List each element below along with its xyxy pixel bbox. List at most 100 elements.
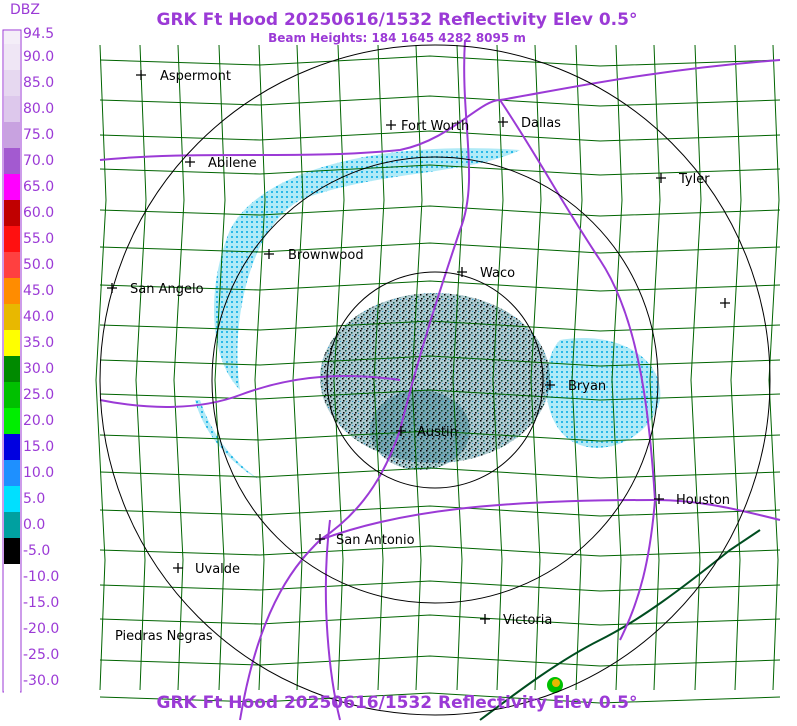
legend-label: 80.0 (23, 101, 54, 117)
county-line (99, 505, 781, 517)
county-line (99, 692, 781, 704)
legend-swatch (4, 70, 20, 96)
legend-label: 25.0 (23, 387, 54, 403)
city-label: San Antonio (336, 533, 415, 548)
legend-label: 60.0 (23, 205, 54, 221)
city-label: Austin (417, 425, 458, 440)
city-label: Abilene (208, 156, 257, 171)
county-line (452, 44, 464, 691)
city-marker (545, 380, 555, 390)
legend-swatch (4, 590, 20, 616)
county-line (99, 130, 781, 142)
legend-label: -20.0 (23, 621, 59, 637)
city-marker (498, 117, 508, 127)
city-marker (480, 614, 490, 624)
county-line (333, 44, 345, 691)
county-line (99, 614, 781, 626)
county-line (292, 44, 304, 691)
city-marker (457, 267, 467, 277)
county-line (99, 430, 781, 442)
city-marker (315, 534, 325, 544)
city-label: Houston (676, 493, 730, 508)
county-line (214, 44, 226, 691)
legend-label: 70.0 (23, 153, 54, 169)
county-line (99, 55, 781, 67)
legend-label: 50.0 (23, 257, 54, 273)
highways (99, 39, 781, 721)
legend-swatch (4, 356, 20, 382)
county-line (99, 467, 781, 479)
city-marker (654, 494, 664, 504)
legend-swatch (4, 616, 20, 642)
city-label: Dallas (521, 116, 561, 131)
county-line (99, 95, 781, 107)
legend-label: -30.0 (23, 673, 59, 689)
legend-label: -5.0 (23, 543, 50, 559)
county-line (690, 44, 702, 691)
legend-label: 55.0 (23, 231, 54, 247)
county-line (99, 164, 781, 176)
legend-label: 10.0 (23, 465, 54, 481)
legend-label: 45.0 (23, 283, 54, 299)
legend-swatch (4, 434, 20, 460)
legend: DBZ 94.5 90.0 85.0 80.0 75.0 70.0 65.0 60.0 55.0… (2, 2, 59, 694)
county-line (95, 44, 107, 691)
city-label: Tyler (678, 172, 710, 187)
city-label: Brownwood (288, 248, 364, 263)
legend-swatch (4, 642, 20, 668)
legend-swatch (4, 512, 20, 538)
legend-label: 30.0 (23, 361, 54, 377)
city-marker (386, 120, 396, 130)
legend-label: 0.0 (23, 517, 45, 533)
legend-swatch (4, 200, 20, 226)
legend-swatch (4, 564, 20, 590)
county-line (135, 44, 147, 691)
city-marker (107, 283, 117, 293)
county-line (99, 580, 781, 592)
city-label: Waco (480, 266, 515, 281)
legend-label: 15.0 (23, 439, 54, 455)
city-label: Uvalde (195, 562, 240, 577)
county-line (492, 44, 504, 691)
legend-swatch (4, 31, 20, 44)
legend-swatch (4, 252, 20, 278)
footer-title: GRK Ft Hood 20250616/1532 Reflectivity E… (157, 693, 638, 713)
legend-label: -25.0 (23, 647, 59, 663)
title: GRK Ft Hood 20250616/1532 Reflectivity E… (157, 10, 638, 30)
cities: Aspermont Fort Worth Dallas Abilene Tyler Bro… (107, 69, 730, 644)
legend-label: 40.0 (23, 309, 54, 325)
city-label: Aspermont (160, 69, 231, 84)
city-label: Piedras Negras (115, 629, 213, 644)
county-line (571, 44, 583, 691)
county-line (173, 44, 185, 691)
legend-swatch (4, 330, 20, 356)
legend-label: 65.0 (23, 179, 54, 195)
echoes (195, 148, 661, 693)
county-line (649, 44, 661, 691)
county-line (99, 545, 781, 557)
coast (479, 529, 761, 721)
legend-label: -10.0 (23, 569, 59, 585)
county-line (99, 655, 781, 667)
legend-unit: DBZ (10, 2, 40, 18)
legend-swatch (4, 226, 20, 252)
county-line (611, 44, 623, 691)
city-marker (396, 426, 406, 436)
county-line (411, 44, 423, 691)
city-marker (173, 563, 183, 573)
city-marker (185, 157, 195, 167)
legend-label: -15.0 (23, 595, 59, 611)
city-marker (136, 70, 146, 80)
city-label: Bryan (568, 379, 606, 394)
county-line (254, 44, 266, 691)
legend-swatch (4, 96, 20, 122)
legend-swatch (4, 122, 20, 148)
city-marker (720, 298, 730, 308)
legend-swatch (4, 304, 20, 330)
subtitle: Beam Heights: 184 1645 4282 8095 m (268, 31, 526, 45)
county-line (99, 280, 781, 292)
city-label: Victoria (503, 613, 552, 628)
legend-swatch (4, 148, 20, 174)
county-line (768, 44, 780, 691)
legend-swatch (4, 44, 20, 70)
